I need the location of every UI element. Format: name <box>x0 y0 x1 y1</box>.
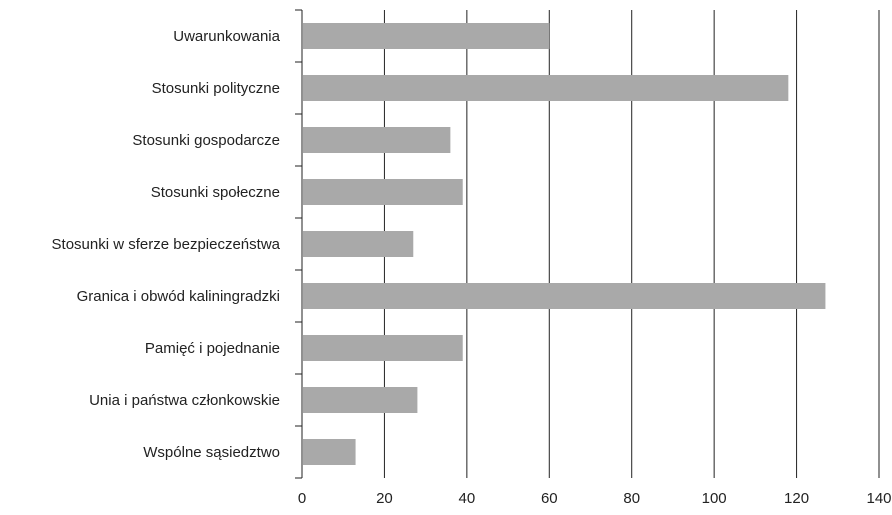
bar-8 <box>303 387 418 413</box>
category-labels: Uwarunkowania Stosunki polityczne Stosunki… <box>52 28 281 461</box>
category-label: Stosunki w sferze bezpieczeństwa <box>52 236 281 253</box>
category-label: Unia i państwa członkowskie <box>89 392 280 409</box>
x-tick-label: 120 <box>784 490 809 507</box>
bar-6 <box>303 283 826 309</box>
bar-9 <box>303 439 356 465</box>
bar-5 <box>303 231 414 257</box>
category-label: Stosunki gospodarcze <box>132 132 280 149</box>
bars <box>303 23 826 465</box>
x-tick-label: 20 <box>376 490 393 507</box>
category-label: Wspólne sąsiedztwo <box>143 444 280 461</box>
bar-3 <box>303 127 451 153</box>
x-tick-label: 0 <box>298 490 306 507</box>
x-tick-label: 140 <box>866 490 891 507</box>
bar-7 <box>303 335 463 361</box>
category-label: Stosunki polityczne <box>152 80 280 97</box>
category-label: Pamięć i pojednanie <box>145 340 280 357</box>
category-label: Granica i obwód kaliningradzki <box>77 288 280 305</box>
x-tick-label: 60 <box>541 490 558 507</box>
bar-1 <box>303 23 550 49</box>
x-tick-label: 100 <box>702 490 727 507</box>
x-tick-label: 40 <box>459 490 476 507</box>
y-axis <box>295 9 303 479</box>
category-label: Stosunki społeczne <box>151 184 280 201</box>
bar-4 <box>303 179 463 205</box>
x-tick-labels: 0 20 40 60 80 100 120 140 <box>298 490 892 507</box>
bar-2 <box>303 75 789 101</box>
category-label: Uwarunkowania <box>173 28 280 45</box>
x-tick-label: 80 <box>623 490 640 507</box>
